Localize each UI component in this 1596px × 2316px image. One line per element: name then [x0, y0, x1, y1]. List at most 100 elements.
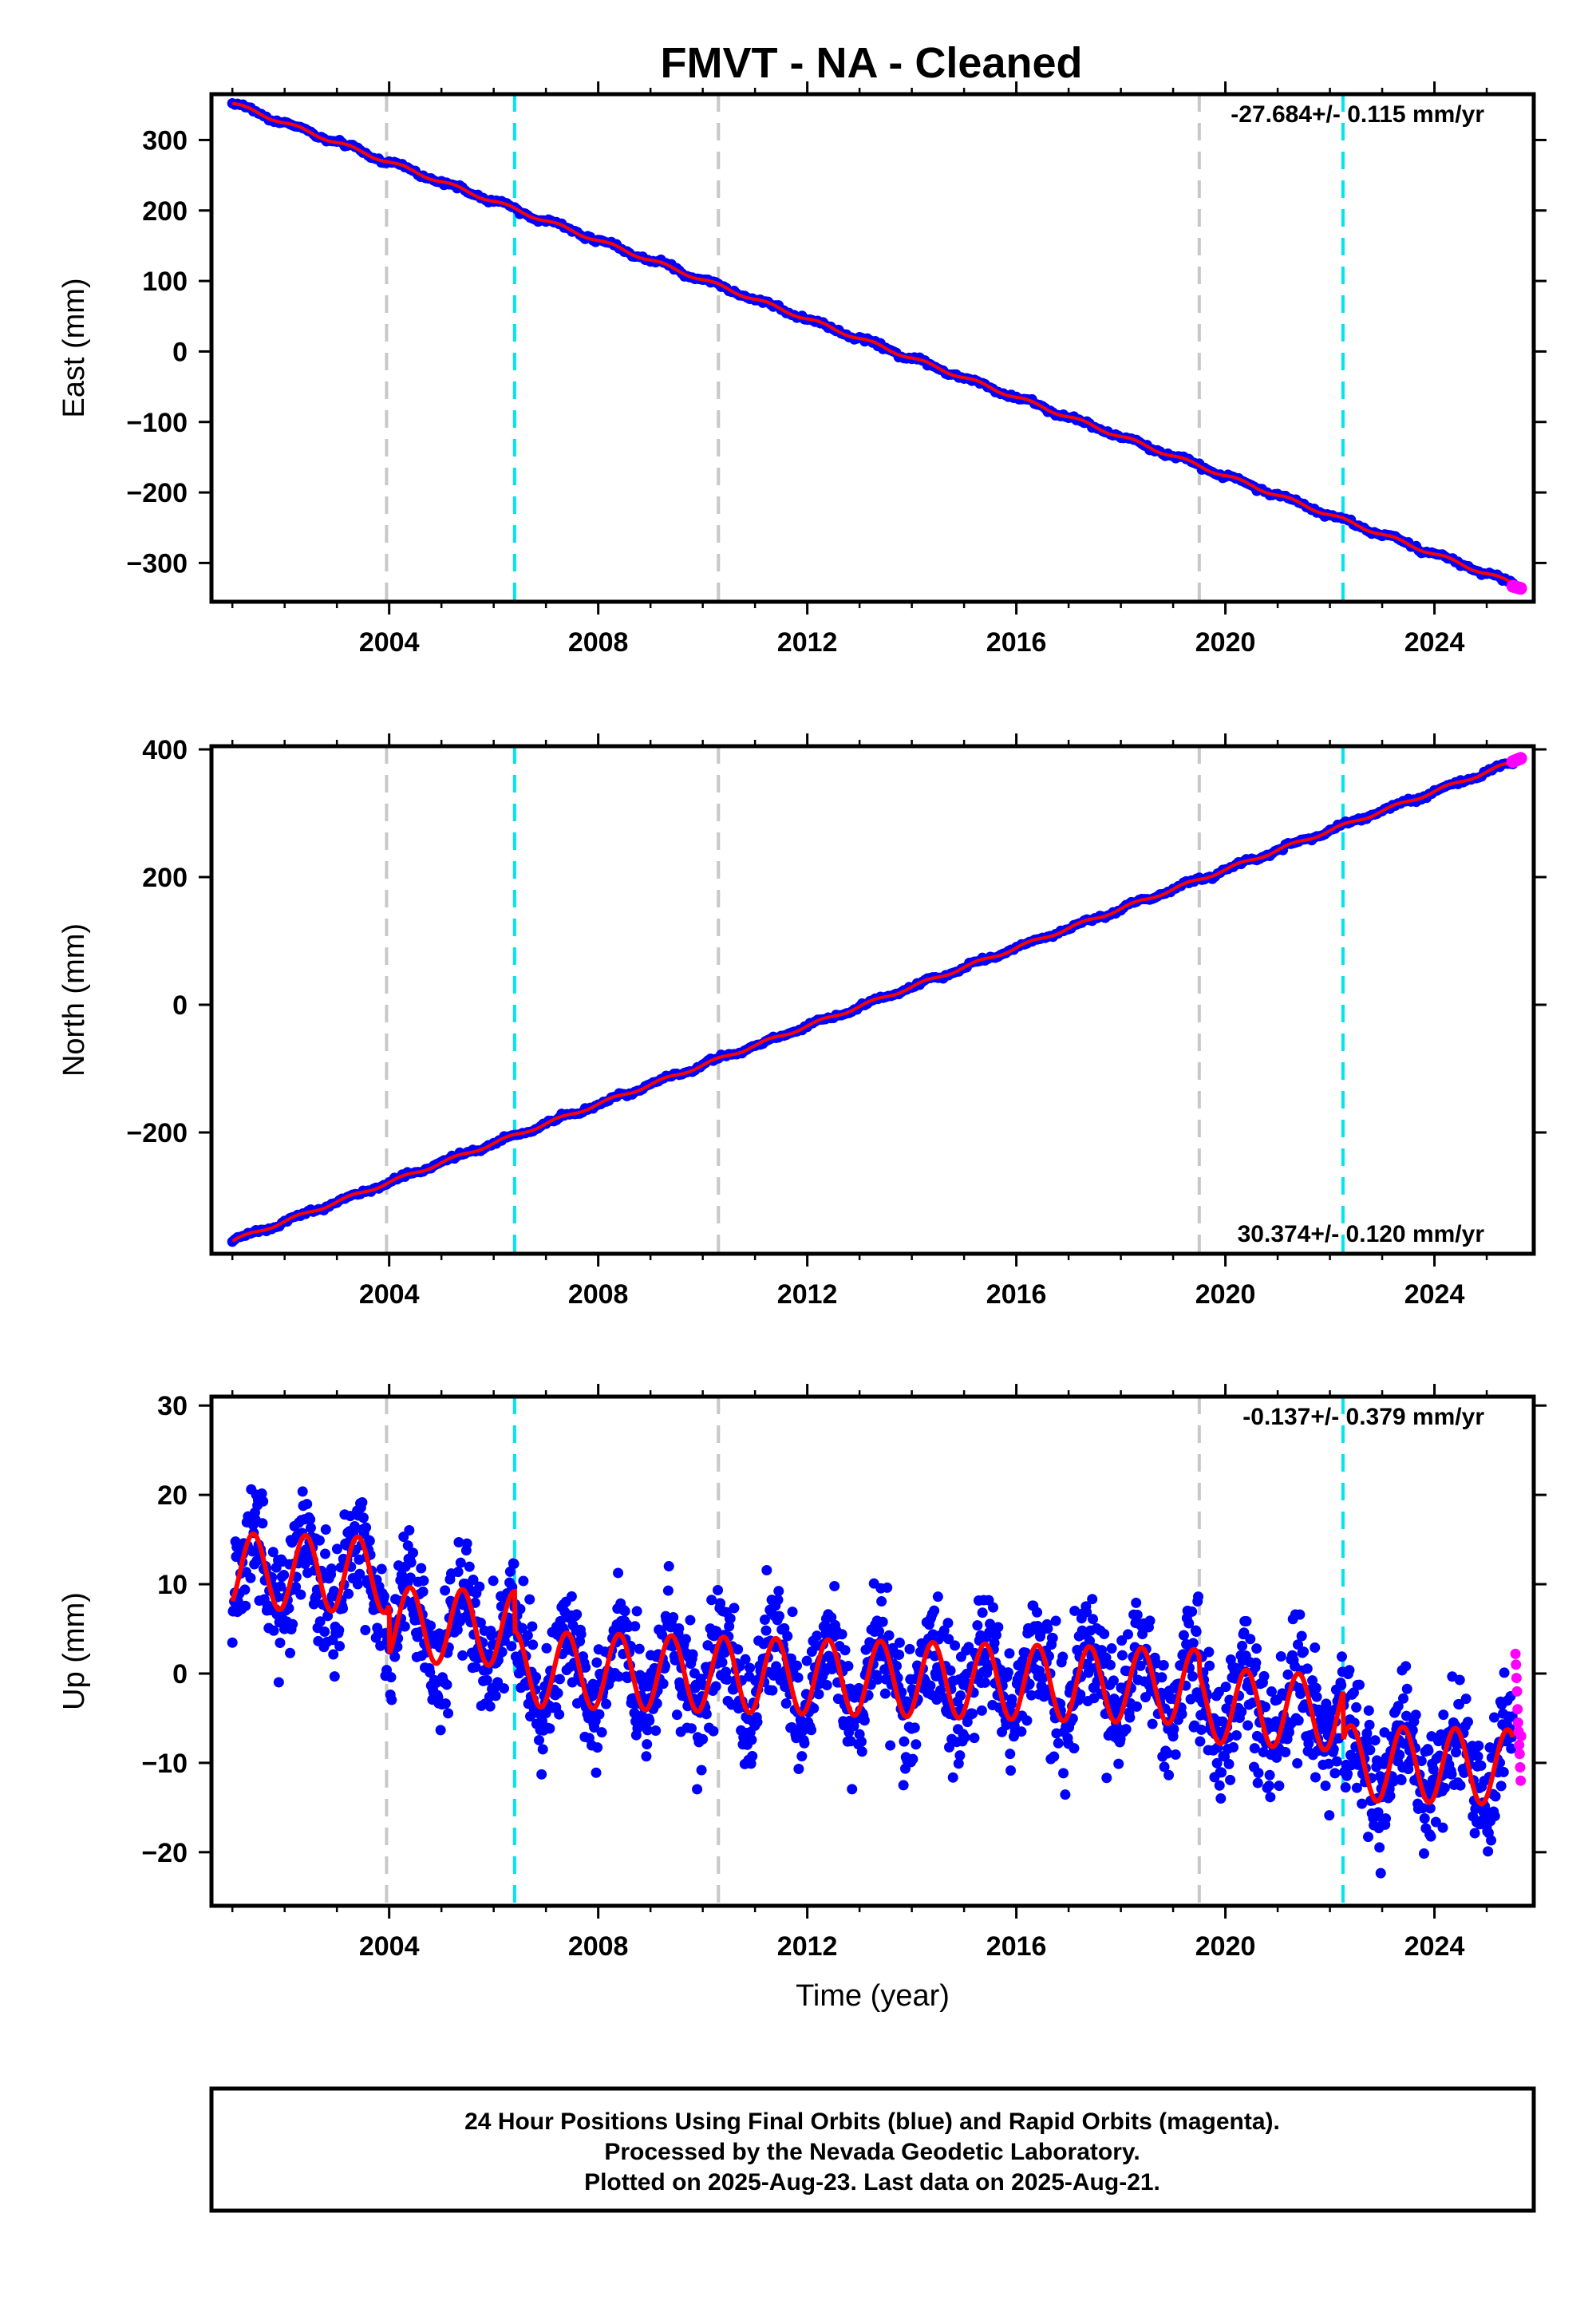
x-tick-label: 2012: [777, 1279, 838, 1310]
data-point: [1400, 1710, 1412, 1721]
y-axis-label: Up (mm): [57, 1592, 91, 1710]
x-tick-label: 2012: [777, 1931, 838, 1962]
data-point: [518, 1575, 529, 1587]
data-point: [650, 1725, 662, 1737]
plot-frame: [209, 1394, 1536, 1908]
data-point: [1195, 1724, 1207, 1735]
data-point: [1058, 1768, 1069, 1779]
data-point: [953, 1758, 964, 1769]
data-point: [876, 1596, 887, 1607]
data-point: [405, 1557, 417, 1568]
data-point: [642, 1739, 653, 1750]
rapid-data-point: [1511, 1659, 1522, 1670]
data-point: [746, 1734, 757, 1745]
data-point: [1215, 1793, 1227, 1804]
data-point: [843, 1661, 854, 1672]
data-point: [1069, 1605, 1080, 1616]
data-point: [715, 1598, 726, 1609]
data-point: [1321, 1698, 1332, 1709]
data-point: [1363, 1832, 1374, 1843]
rapid-data-point: [1512, 1704, 1523, 1715]
data-point: [935, 1685, 946, 1696]
data-point: [1220, 1682, 1231, 1693]
data-point: [417, 1586, 429, 1597]
y-tick-label: −20: [141, 1838, 188, 1868]
data-point: [1488, 1712, 1499, 1723]
data-point: [1263, 1780, 1274, 1792]
data-point: [891, 1661, 902, 1672]
data-point: [1292, 1757, 1303, 1769]
data-point: [580, 1662, 591, 1673]
data-point: [258, 1496, 269, 1507]
data-point: [1168, 1724, 1179, 1735]
data-point: [256, 1488, 267, 1500]
data-point: [1123, 1629, 1134, 1640]
data-point: [1099, 1628, 1110, 1639]
data-point: [972, 1620, 983, 1631]
data-point: [1357, 1798, 1368, 1809]
data-point: [320, 1548, 331, 1559]
data-point: [847, 1784, 858, 1795]
data-point: [806, 1725, 817, 1736]
data-point: [425, 1620, 437, 1631]
data-point: [1423, 1745, 1434, 1757]
x-tick-label: 2004: [359, 627, 420, 658]
rapid-data-point: [1515, 1762, 1526, 1773]
data-point: [944, 1741, 955, 1753]
data-point: [290, 1581, 302, 1592]
data-point: [685, 1723, 697, 1734]
data-point: [619, 1606, 630, 1617]
data-point: [931, 1694, 942, 1705]
data-point: [1075, 1689, 1086, 1700]
data-point: [773, 1586, 784, 1597]
data-point: [740, 1654, 751, 1665]
data-point: [1385, 1790, 1396, 1801]
data-point: [680, 1634, 691, 1645]
data-point: [1469, 1828, 1480, 1839]
data-point: [334, 1641, 346, 1652]
data-point: [1005, 1749, 1016, 1760]
y-tick-label: −10: [141, 1749, 188, 1779]
y-tick-label: 10: [157, 1570, 188, 1600]
data-point: [245, 1572, 256, 1583]
data-point: [352, 1579, 363, 1590]
data-point: [1446, 1769, 1457, 1780]
y-tick-label: 30: [157, 1391, 188, 1421]
rapid-data-point: [1511, 1673, 1522, 1684]
data-point: [1231, 1729, 1242, 1741]
data-point: [1410, 1709, 1421, 1721]
data-point: [1187, 1671, 1198, 1682]
data-point: [239, 1584, 251, 1595]
data-point: [285, 1647, 296, 1658]
data-point: [1394, 1749, 1405, 1761]
data-point: [872, 1674, 883, 1685]
data-point: [1418, 1848, 1429, 1860]
data-point: [1176, 1709, 1187, 1720]
data-point: [1416, 1756, 1427, 1767]
data-point: [1280, 1746, 1291, 1757]
data-point: [967, 1708, 978, 1719]
data-point: [481, 1674, 492, 1686]
data-point: [701, 1709, 712, 1720]
data-point: [724, 1621, 735, 1632]
data-point: [376, 1563, 387, 1575]
y-tick-label: −200: [126, 1118, 188, 1148]
data-point: [474, 1581, 485, 1592]
x-tick-label: 2024: [1404, 1931, 1465, 1962]
data-point: [1225, 1774, 1236, 1785]
data-point: [721, 1674, 733, 1685]
data-point: [725, 1613, 736, 1624]
figure-title: FMVT - NA - Cleaned: [660, 39, 1082, 87]
data-point: [1419, 1813, 1430, 1824]
data-point: [696, 1765, 707, 1776]
data-point: [1401, 1683, 1412, 1694]
data-point: [1275, 1650, 1286, 1662]
data-point: [729, 1603, 740, 1614]
data-point: [441, 1679, 452, 1690]
data-point: [873, 1626, 884, 1637]
y-tick-label: 300: [142, 125, 188, 156]
y-tick-label: 200: [142, 863, 188, 893]
data-point: [947, 1772, 958, 1783]
data-point: [613, 1671, 624, 1682]
data-point: [1310, 1772, 1321, 1783]
